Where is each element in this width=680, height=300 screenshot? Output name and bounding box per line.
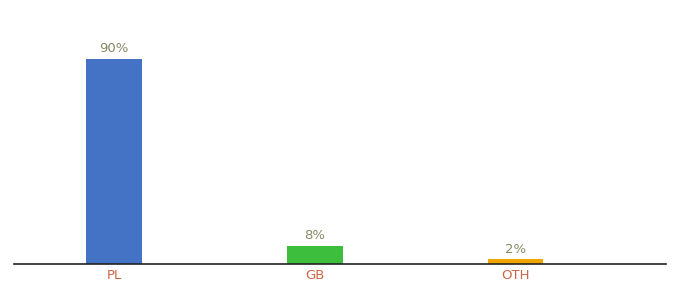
Bar [86, 59, 141, 264]
Bar [488, 260, 543, 264]
Text: 90%: 90% [99, 42, 129, 56]
Text: 2%: 2% [505, 243, 526, 256]
Text: 8%: 8% [305, 229, 326, 242]
Bar [287, 246, 343, 264]
